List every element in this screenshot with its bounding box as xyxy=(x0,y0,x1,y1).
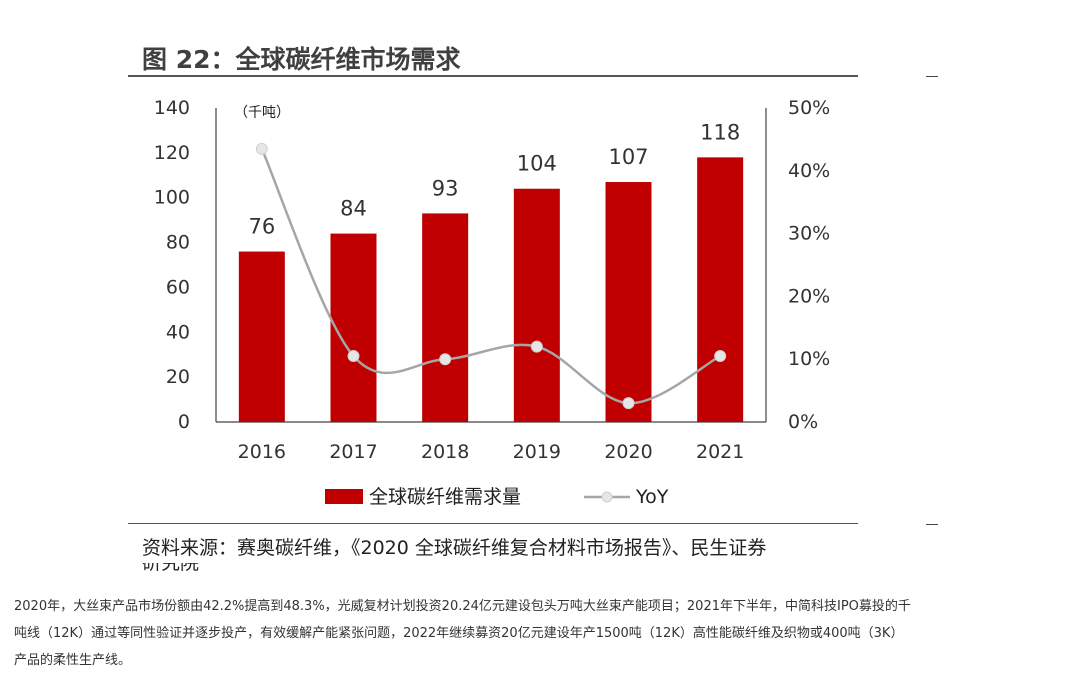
figure-title: 图 22：全球碳纤维市场需求 xyxy=(142,45,461,74)
source-rule-tick xyxy=(926,524,938,525)
y2-tick-label: 50% xyxy=(788,97,830,119)
yoy-point xyxy=(622,397,635,410)
source-note: 资料来源：赛奥碳纤维，《2020 全球碳纤维复合材料市场报告》、民生证券 xyxy=(142,537,767,559)
bar-value-label: 107 xyxy=(608,145,648,169)
x-tick-label: 2021 xyxy=(696,441,744,463)
y-tick-label: 120 xyxy=(154,142,190,164)
y-tick-label: 140 xyxy=(154,97,190,119)
legend-label-line: YoY xyxy=(635,486,669,508)
bar xyxy=(605,182,652,422)
bar-value-label: 84 xyxy=(340,197,367,221)
yoy-point xyxy=(255,142,268,155)
legend-swatch-marker xyxy=(601,491,613,503)
title-rule xyxy=(128,75,858,77)
bar xyxy=(238,251,285,422)
source-note-overflow: 研究院 xyxy=(142,563,200,574)
bar xyxy=(330,233,377,422)
x-tick-label: 2020 xyxy=(604,441,652,463)
yoy-point xyxy=(347,350,360,363)
legend-label-bar: 全球碳纤维需求量 xyxy=(369,486,521,508)
body-paragraph: 2020年，大丝束产品市场份额由42.2%提高到48.3%，光威复材计划投资20… xyxy=(14,593,1064,674)
y-tick-label: 0 xyxy=(178,411,190,433)
y-tick-label: 60 xyxy=(166,276,190,298)
y2-tick-label: 0% xyxy=(788,411,818,433)
bar xyxy=(697,157,744,423)
y-tick-label: 20 xyxy=(166,366,190,388)
y2-tick-label: 10% xyxy=(788,348,830,370)
y-tick-label: 80 xyxy=(166,232,190,254)
bar-value-label: 104 xyxy=(517,152,557,176)
y-tick-label: 100 xyxy=(154,187,190,209)
x-tick-label: 2018 xyxy=(421,441,469,463)
bar xyxy=(513,188,560,422)
y2-tick-label: 30% xyxy=(788,223,830,245)
x-tick-label: 2017 xyxy=(329,441,377,463)
legend-swatch-bar xyxy=(325,489,363,504)
bar xyxy=(422,213,469,422)
yoy-point xyxy=(714,350,727,363)
yoy-point xyxy=(530,340,543,353)
paragraph-line: 产品的柔性生产线。 xyxy=(14,653,132,668)
paragraph-line: 2020年，大丝束产品市场份额由42.2%提高到48.3%，光威复材计划投资20… xyxy=(14,599,911,614)
x-tick-label: 2019 xyxy=(513,441,561,463)
y-axis-unit-label: （千吨） xyxy=(234,105,290,121)
bar-value-label: 118 xyxy=(700,120,740,144)
y2-tick-label: 40% xyxy=(788,160,830,182)
bar-value-label: 76 xyxy=(248,215,275,239)
x-tick-label: 2016 xyxy=(238,441,286,463)
bar-value-label: 93 xyxy=(432,176,459,200)
yoy-point xyxy=(439,353,452,366)
demand-chart: 0 20 40 60 80 100 120 140 0% 10% 20% 30% 40% 50% （千吨） 7… xyxy=(154,97,831,508)
title-rule-tick xyxy=(926,76,938,77)
y2-tick-label: 20% xyxy=(788,285,830,307)
source-rule xyxy=(128,523,858,524)
y-tick-label: 40 xyxy=(166,321,190,343)
paragraph-line: 吨线（12K）通过等同性验证并逐步投产，有效缓解产能紧张问题，2022年继续募资… xyxy=(14,626,904,641)
